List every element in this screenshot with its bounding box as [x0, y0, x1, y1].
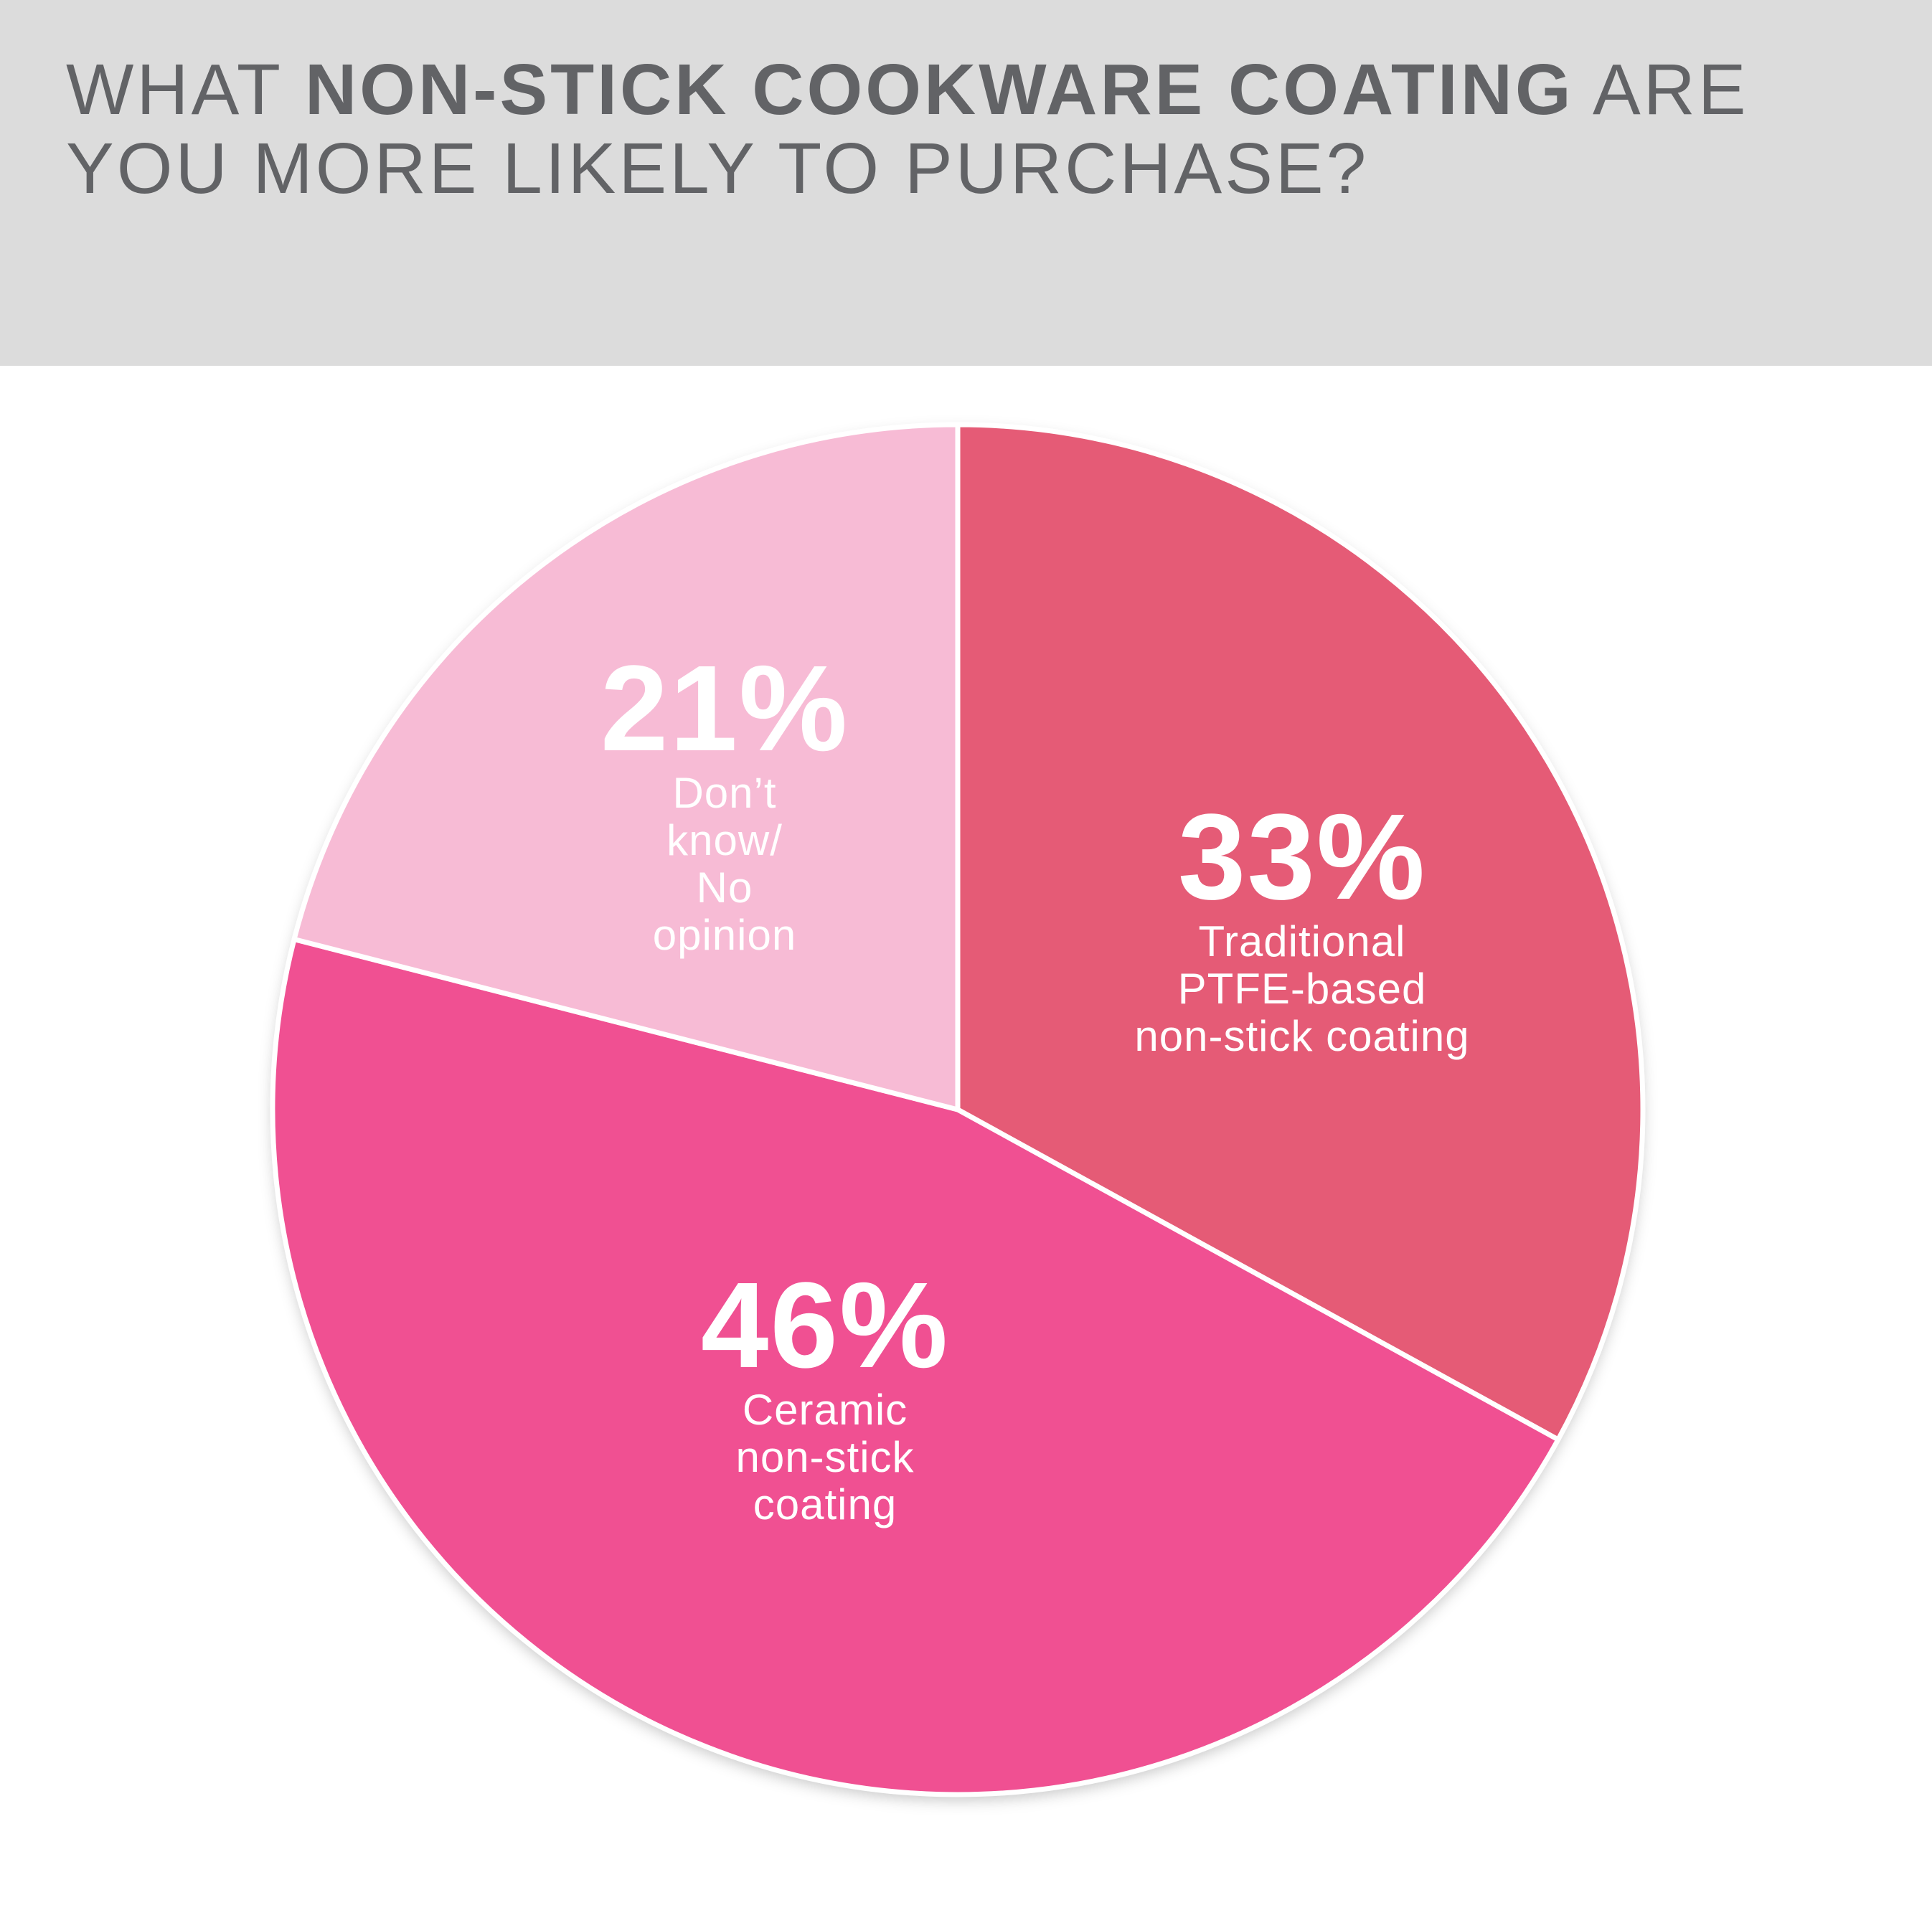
pie-chart-svg: [270, 422, 1646, 1797]
header-banner: WHAT NON-STICK COOKWARE COATING ARE YOU …: [0, 0, 1932, 366]
slice-text-dont-know-line-3: No: [696, 864, 753, 912]
slice-value-ptfe: 33%: [1177, 789, 1427, 925]
pie-slice-dont-know: [291, 422, 961, 1112]
slice-label-dont-know: 21% Don’t know/ No opinion: [567, 648, 882, 959]
slice-text-ptfe-line-3: non-stick coating: [1134, 1012, 1470, 1060]
slice-text-ptfe-line-2: PTFE-based: [1177, 965, 1427, 1013]
title-suffix: ARE YOU MORE LIKELY TO PURCHASE?: [66, 49, 1749, 209]
title-prefix: WHAT: [66, 49, 305, 130]
slice-text-dont-know-line-1: Don’t: [672, 769, 777, 817]
pie-slice-ptfe: [955, 422, 1646, 1442]
slice-text-dont-know-line-2: know/: [666, 816, 783, 864]
slice-text-dont-know-line-4: opinion: [652, 911, 797, 959]
pie-chart: 33% Traditional PTFE-based non-stick coa…: [0, 366, 1932, 1928]
slice-value-ceramic: 46%: [700, 1257, 950, 1394]
slice-label-ceramic: 46% Ceramic non-stick coating: [617, 1265, 1033, 1528]
title-emphasis: NON-STICK COOKWARE COATING: [304, 49, 1574, 130]
slice-text-ptfe-line-1: Traditional: [1198, 917, 1406, 965]
pie-slice-ceramic: [270, 937, 1561, 1797]
slice-text-ceramic-line-1: Ceramic: [742, 1386, 908, 1434]
slice-label-ptfe: 33% Traditional PTFE-based non-stick coa…: [1058, 796, 1546, 1060]
slice-value-dont-know: 21%: [600, 641, 849, 777]
slice-text-ceramic-line-2: non-stick: [735, 1433, 915, 1481]
slice-text-ceramic-line-3: coating: [753, 1480, 897, 1528]
chart-title: WHAT NON-STICK COOKWARE COATING ARE YOU …: [66, 50, 1903, 208]
